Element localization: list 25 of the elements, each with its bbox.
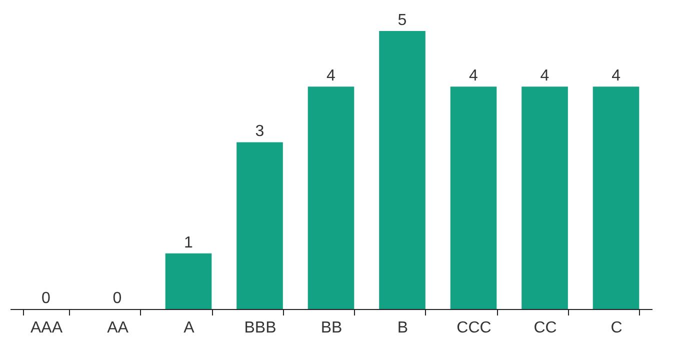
bar bbox=[592, 86, 640, 309]
x-tick-label: CC bbox=[534, 320, 557, 336]
x-tick-label: C bbox=[610, 320, 622, 336]
x-tick-label: CCC bbox=[456, 320, 492, 336]
bar bbox=[379, 31, 426, 309]
bar bbox=[308, 86, 354, 309]
bar bbox=[450, 86, 497, 309]
data-label: 4 bbox=[540, 68, 550, 85]
x-tick-label: AAA bbox=[30, 320, 63, 336]
bar bbox=[522, 86, 568, 309]
x-tick-label: A bbox=[184, 320, 195, 336]
data-label: 4 bbox=[469, 68, 478, 85]
x-tick-label: BB bbox=[320, 320, 342, 336]
data-label: 4 bbox=[612, 68, 621, 85]
x-tick-label: BBB bbox=[244, 320, 276, 336]
data-label: 5 bbox=[398, 12, 407, 29]
x-tick-label: AA bbox=[107, 320, 129, 336]
bar bbox=[165, 253, 212, 309]
data-label: 0 bbox=[42, 290, 51, 307]
x-tick-label: B bbox=[397, 320, 408, 336]
data-label: 1 bbox=[184, 234, 194, 252]
data-label: 4 bbox=[326, 68, 336, 85]
bar bbox=[236, 142, 283, 309]
data-label: 3 bbox=[255, 123, 264, 140]
data-label: 0 bbox=[112, 290, 122, 307]
